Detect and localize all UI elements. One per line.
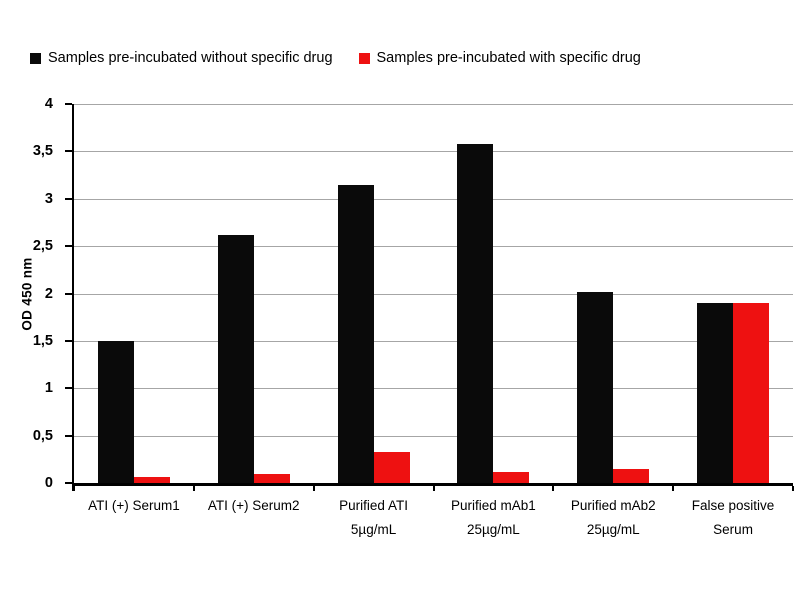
chart-legend: Samples pre-incubated without specific d… (30, 50, 641, 66)
legend-label-with-drug: Samples pre-incubated with specific drug (376, 50, 641, 66)
x-axis-tick (672, 486, 675, 491)
legend-label-without-drug: Samples pre-incubated without specific d… (48, 50, 333, 66)
gridline (74, 388, 793, 390)
bar-without-drug (457, 143, 494, 483)
bar-without-drug (577, 291, 614, 483)
bar-with-drug (373, 451, 410, 483)
bar-without-drug (337, 184, 374, 483)
gridline (74, 435, 793, 437)
bar-without-drug (217, 234, 254, 483)
bar-with-drug (253, 474, 290, 483)
legend-swatch-red (358, 52, 370, 64)
bar-without-drug (97, 340, 134, 483)
y-axis-tick (65, 339, 72, 342)
gridline (74, 198, 793, 200)
category-slot (434, 104, 554, 483)
category-slot (314, 104, 434, 483)
y-axis-tick (65, 103, 72, 105)
y-axis-tick (65, 197, 72, 200)
legend-item-without-drug: Samples pre-incubated without specific d… (30, 50, 333, 66)
x-axis-tick (552, 486, 555, 491)
category-slot (194, 104, 314, 483)
y-tick-label: 2 (44, 285, 53, 302)
y-tick-label: 2,5 (32, 238, 53, 255)
bar-with-drug (133, 477, 170, 483)
x-tick-label: Purified mAb1 25µg/mL (451, 498, 536, 538)
y-axis-tick (65, 150, 72, 153)
x-tick-label: Purified mAb2 25µg/mL (570, 498, 656, 538)
bar-with-drug (733, 302, 770, 483)
y-tick-label: 0,5 (32, 427, 53, 444)
y-axis-tick (65, 245, 72, 248)
x-tick-label: Purified ATI 5µg/mL (339, 498, 408, 538)
x-axis-tick (312, 486, 315, 491)
category-slot (553, 104, 673, 483)
x-tick-label: ATI (+) Serum2 (207, 498, 300, 513)
y-axis-tick (65, 387, 72, 390)
legend-item-with-drug: Samples pre-incubated with specific drug (358, 50, 641, 66)
y-tick-label: 4 (44, 96, 53, 112)
bar-without-drug (697, 302, 734, 483)
x-tick-label: ATI (+) Serum1 (88, 498, 180, 513)
category-slot (74, 104, 194, 483)
y-tick-label: 1 (44, 380, 53, 397)
x-axis-tick (73, 486, 75, 491)
category-slot (673, 104, 793, 483)
y-axis-tick (65, 482, 72, 484)
gridline (74, 246, 793, 248)
x-tick-label: False positive Serum (691, 498, 775, 538)
y-tick-label: 3 (44, 190, 53, 207)
x-axis-tick (792, 486, 794, 491)
x-axis-tick (192, 486, 195, 491)
y-axis-tick (65, 434, 72, 437)
x-axis-tick (432, 486, 435, 491)
gridline (74, 151, 793, 153)
y-axis-tick-labels: 0 0,5 1 1,5 2 2,5 3 3,5 4 (0, 96, 66, 491)
gridline (74, 340, 793, 342)
gridline (74, 104, 793, 105)
y-axis-line (72, 104, 74, 491)
y-axis-tick (65, 292, 72, 295)
y-tick-label: 0 (44, 475, 53, 491)
x-axis-tick-labels: ATI (+) Serum1 ATI (+) Serum2 Purified ATI… (74, 494, 793, 543)
gridline (74, 293, 793, 295)
plot-area (65, 103, 794, 491)
bar-with-drug (613, 468, 650, 483)
y-tick-label: 1,5 (32, 332, 53, 349)
legend-swatch-black (30, 52, 41, 64)
y-tick-label: 3,5 (32, 143, 53, 160)
bar-with-drug (493, 471, 530, 483)
